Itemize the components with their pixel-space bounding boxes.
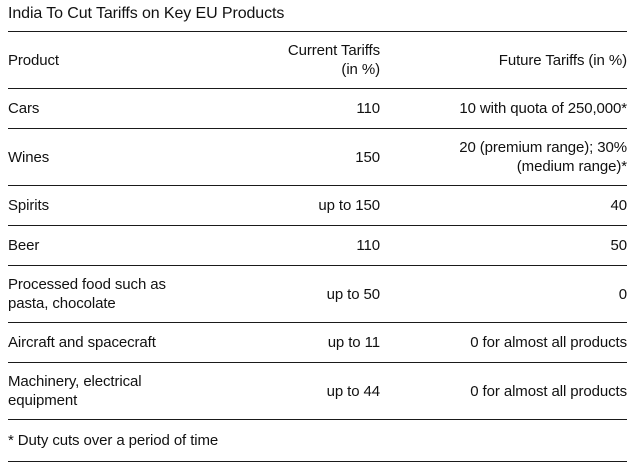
column-header-current-tariffs: Current Tariffs (in %) [250, 32, 380, 89]
cell-current-tariff: up to 11 [250, 322, 380, 363]
cell-current-tariff: 110 [250, 88, 380, 129]
column-header-future-tariffs: Future Tariffs (in %) [380, 32, 627, 89]
cell-product: Wines [8, 128, 250, 186]
table-row-machinery: Machinery, electrical equipment up to 44… [8, 362, 627, 420]
cell-future-tariff: 20 (premium range); 30% (medium range)* [380, 128, 627, 186]
table-row-wines: Wines 150 20 (premium range); 30% (mediu… [8, 128, 627, 186]
cell-future-tariff: 0 for almost all products [380, 362, 627, 420]
cell-future-tariff: 0 [380, 265, 627, 323]
cell-future-tariff: 0 for almost all products [380, 322, 627, 363]
cell-future-tariff: 10 with quota of 250,000* [380, 88, 627, 129]
cell-current-tariff: 150 [250, 128, 380, 186]
cell-current-tariff: up to 44 [250, 362, 380, 420]
tariff-table: Product Current Tariffs (in %) Future Ta… [8, 32, 627, 420]
table-row-aircraft: Aircraft and spacecraft up to 11 0 for a… [8, 322, 627, 363]
cell-current-tariff: up to 50 [250, 265, 380, 323]
cell-product: Processed food such as pasta, chocolate [8, 265, 250, 323]
table-row-processed-food: Processed food such as pasta, chocolate … [8, 265, 627, 323]
cell-product: Machinery, electrical equipment [8, 362, 250, 420]
table-body: Cars 110 10 with quota of 250,000* Wines… [8, 88, 627, 420]
cell-current-tariff: 110 [250, 225, 380, 266]
cell-current-tariff: up to 150 [250, 185, 380, 226]
table-header: Product Current Tariffs (in %) Future Ta… [8, 32, 627, 89]
table-row-beer: Beer 110 50 [8, 225, 627, 266]
footnote: * Duty cuts over a period of time [8, 420, 627, 462]
cell-product: Aircraft and spacecraft [8, 322, 250, 363]
cell-future-tariff: 50 [380, 225, 627, 266]
header-row: Product Current Tariffs (in %) Future Ta… [8, 32, 627, 89]
cell-product: Cars [8, 88, 250, 129]
table-row-spirits: Spirits up to 150 40 [8, 185, 627, 226]
cell-product: Spirits [8, 185, 250, 226]
cell-future-tariff: 40 [380, 185, 627, 226]
chart-title: India To Cut Tariffs on Key EU Products [8, 0, 627, 32]
table-row-cars: Cars 110 10 with quota of 250,000* [8, 88, 627, 129]
column-header-product: Product [8, 32, 250, 89]
cell-product: Beer [8, 225, 250, 266]
